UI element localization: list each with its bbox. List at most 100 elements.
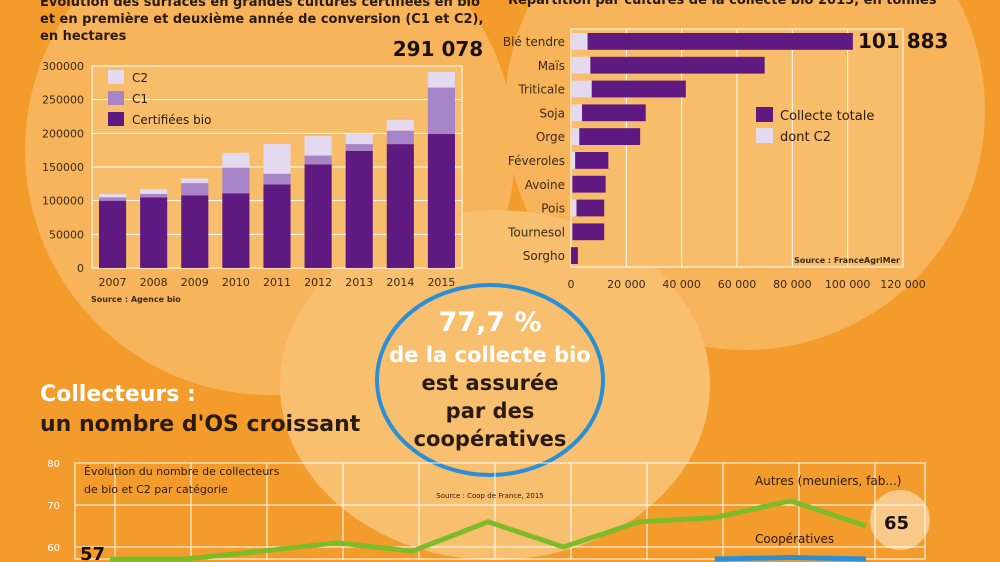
total-annotation: 101 883 [858, 29, 948, 53]
source-label: Source : Agence bio [91, 295, 181, 304]
x-tick-label: 40 000 [662, 278, 701, 291]
legend-swatch [756, 128, 773, 143]
y-tick-label: 60 [47, 543, 60, 554]
y-category-label: Orge [536, 130, 565, 144]
y-category-label: Soja [539, 106, 565, 120]
bar-c2 [222, 152, 250, 168]
y-category-label: Tournesol [507, 225, 565, 239]
x-tick-label: 0 [568, 278, 575, 291]
bar-dont-c2 [571, 56, 591, 74]
legend-label: C1 [132, 92, 148, 106]
x-tick-label: 2007 [99, 276, 127, 289]
line-cooperatives [714, 555, 867, 562]
bar-c2 [427, 72, 455, 88]
x-tick-label: 2008 [140, 276, 168, 289]
section-title: Collecteurs : un nombre d'OS croissant [40, 382, 361, 437]
y-tick-label: 300000 [42, 60, 84, 73]
y-tick-label: 0 [77, 262, 84, 275]
x-tick-label: 2012 [304, 276, 332, 289]
bar-c1 [345, 144, 373, 151]
bar-certifiées-bio [99, 200, 127, 268]
center-callout: 77,7 % de la collecte bio est assurée pa… [380, 305, 600, 453]
bar-certifiées-bio [140, 197, 168, 268]
bar-dont-c2 [571, 128, 580, 145]
x-tick-label: 100 000 [825, 278, 871, 291]
y-tick-label: 80 [47, 459, 60, 470]
bar-collecte-totale [579, 128, 641, 145]
bar-c1 [304, 155, 332, 165]
bar-certifiées-bio [263, 184, 291, 268]
bar-c1 [263, 173, 291, 185]
bar-collecte-totale [576, 199, 605, 217]
x-tick-label: 80 000 [773, 278, 812, 291]
x-tick-label: 2014 [386, 276, 414, 289]
line-autres [110, 498, 867, 562]
collecte-bar-chart: 0 20 000 40 000 60 000 80 000 100 000 120 000 B… [503, 28, 948, 291]
x-tick-label: 20 000 [607, 278, 646, 291]
y-tick-label: 250000 [42, 94, 84, 107]
bar-c2 [386, 119, 414, 131]
legend-label: C2 [132, 71, 148, 85]
bar-collecte-totale [582, 104, 646, 122]
callout-percent: 77,7 % [438, 307, 542, 338]
y-tick-label: 50000 [49, 228, 84, 241]
y-category-label: Sorgho [523, 249, 565, 263]
bar-c1 [427, 87, 455, 135]
bar-certifiées-bio [427, 134, 455, 268]
bar-c2 [140, 189, 168, 194]
chart-title: de bio et C2 par catégorie [84, 483, 228, 496]
y-tick-label: 70 [47, 501, 60, 512]
bar-dont-c2 [571, 33, 588, 50]
legend-label: Certifiées bio [132, 113, 211, 127]
bar-collecte-totale [572, 175, 606, 193]
series-label: Coopératives [755, 532, 834, 546]
y-category-label: Féveroles [508, 154, 565, 168]
callout-line: est assurée [421, 371, 559, 395]
end-value-label: 65 [884, 513, 909, 534]
bar-c2 [181, 178, 209, 184]
bar-certifiées-bio [345, 150, 373, 268]
bar-dont-c2 [571, 152, 576, 169]
bar-collecte-totale [587, 33, 853, 50]
legend-label: dont C2 [780, 130, 831, 145]
x-tick-label: 120 000 [880, 278, 926, 291]
bar-collecte-totale [590, 56, 765, 74]
bar-c2 [345, 133, 373, 145]
y-category-label: Maïs [538, 59, 565, 73]
bar-c1 [181, 183, 209, 196]
legend-swatch [108, 91, 124, 105]
chart-title: Évolution du nombre de collecteurs [84, 465, 280, 478]
total-annotation: 291 078 [393, 37, 483, 61]
source-label: Source : Coop de France, 2015 [436, 492, 544, 500]
callout-line: de la collecte bio [389, 343, 591, 367]
y-category-label: Avoine [525, 178, 565, 192]
x-tick-label: 2013 [345, 276, 373, 289]
chart1-title: Évolution des surfaces en grandes cultur… [40, 0, 484, 44]
x-tick-label: 2009 [181, 276, 209, 289]
x-tick-label: 2011 [263, 276, 291, 289]
x-tick-label: 2010 [222, 276, 250, 289]
callout-line: par des [445, 399, 535, 423]
x-tick-label: 2015 [427, 276, 455, 289]
y-tick-label: 200000 [42, 127, 84, 140]
legend-label: Collecte totale [780, 109, 874, 124]
bar-dont-c2 [571, 104, 583, 122]
bar-collecte-totale [571, 247, 578, 264]
bar-c2 [304, 136, 332, 156]
surface-bar-chart: 0 50000 100000 150000 200000 250000 300000 2007… [42, 37, 483, 304]
callout-line: coopératives [413, 427, 567, 451]
bar-c1 [386, 130, 414, 145]
legend-swatch [108, 70, 124, 84]
bar-certifiées-bio [386, 144, 414, 268]
legend-swatch [108, 112, 124, 126]
y-tick-label: 150000 [42, 161, 84, 174]
bar-dont-c2 [571, 175, 573, 193]
start-value-label: 57 [80, 544, 105, 562]
x-tick-label: 60 000 [718, 278, 757, 291]
bar-c1 [99, 197, 127, 201]
source-label: Source : FranceAgriMer [794, 256, 900, 265]
bar-certifiées-bio [222, 193, 250, 268]
series-label: Autres (meuniers, fab...) [755, 474, 901, 488]
bar-certifiées-bio [181, 195, 209, 268]
